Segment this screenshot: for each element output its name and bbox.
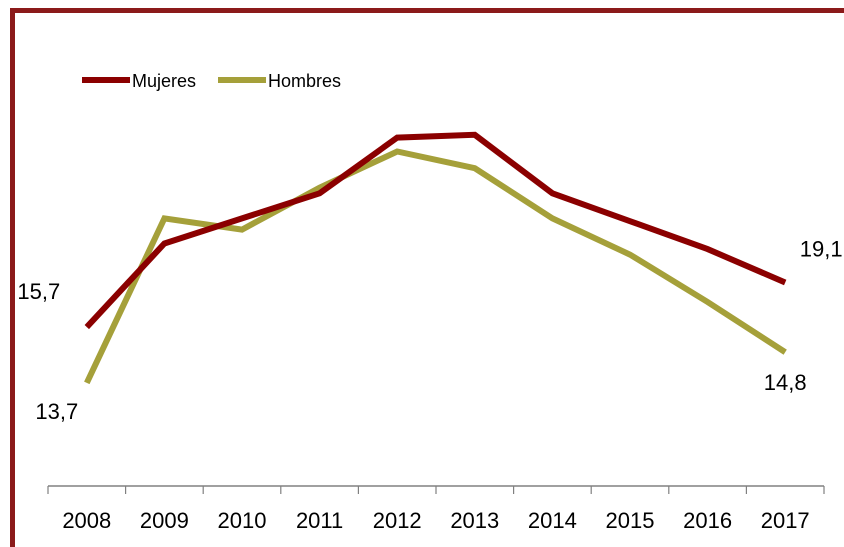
x-tick-label: 2010	[218, 508, 267, 533]
legend-label-hombres: Hombres	[268, 71, 341, 91]
x-tick-label: 2009	[140, 508, 189, 533]
series-line-hombres	[84, 148, 787, 385]
x-tick-label: 2017	[761, 508, 810, 533]
legend-label-mujeres: Mujeres	[132, 71, 196, 91]
data-label: 13,7	[35, 399, 78, 424]
x-tick-label: 2015	[606, 508, 655, 533]
x-tick-label: 2016	[683, 508, 732, 533]
chart-frame-left	[10, 8, 15, 547]
x-axis: 2008 2009 2010 2011 2012 2013 2014 2015 2016 2017	[47, 485, 825, 533]
x-tick-label: 2014	[528, 508, 577, 533]
x-tick-label: 2013	[450, 508, 499, 533]
data-label: 15,7	[17, 279, 60, 304]
legend: Mujeres Hombres	[82, 71, 341, 91]
chart-frame-top	[10, 8, 844, 13]
series-line-mujeres	[84, 131, 787, 330]
data-label: 19,1	[800, 237, 843, 262]
series-lines	[84, 131, 787, 385]
data-label: 14,8	[764, 370, 807, 395]
data-labels: 15,7 13,7 19,1 14,8	[17, 237, 842, 424]
x-tick-label: 2012	[373, 508, 422, 533]
x-tick-label: 2011	[296, 508, 343, 533]
x-tick-label: 2008	[62, 508, 111, 533]
